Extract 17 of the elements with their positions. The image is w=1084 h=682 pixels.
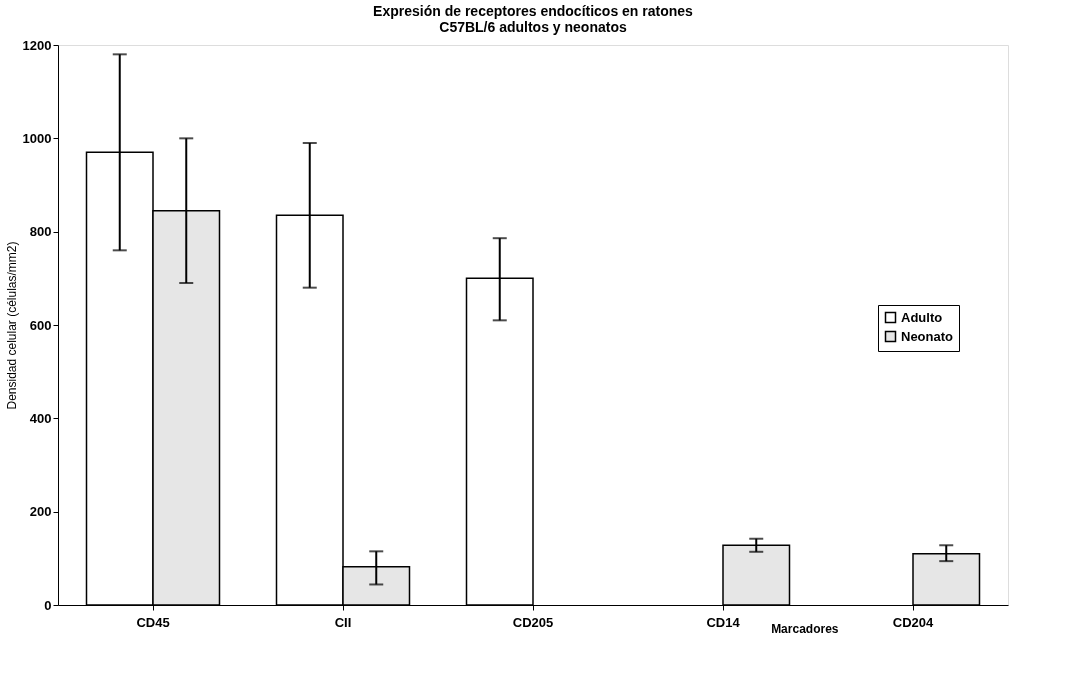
legend-label: Adulto [901, 309, 943, 325]
chart-title: Expresión de receptores endocíticos en ratones C57BL/6 adultos y neonatos [373, 3, 694, 35]
x-tick-label: CD204 [892, 614, 934, 630]
y-tick-label: 1200 [22, 37, 52, 53]
y-tick-label: 200 [29, 504, 52, 520]
x-axis-title: Marcadores [771, 621, 839, 636]
y-tick-label: 400 [29, 410, 52, 426]
y-axis-title: Densidad celular (células/mm2) [4, 241, 19, 410]
x-tick-label: CII [334, 614, 352, 630]
y-tick-label: 600 [29, 317, 52, 333]
y-tick-label: 800 [29, 224, 52, 240]
y-tick-label: 1000 [22, 130, 52, 146]
legend-label: Neonato [901, 328, 954, 344]
x-tick-label: CD14 [706, 614, 741, 630]
x-tick-label: CD205 [512, 614, 554, 630]
x-tick-label: CD45 [136, 614, 170, 630]
y-tick-label: 0 [44, 597, 52, 613]
